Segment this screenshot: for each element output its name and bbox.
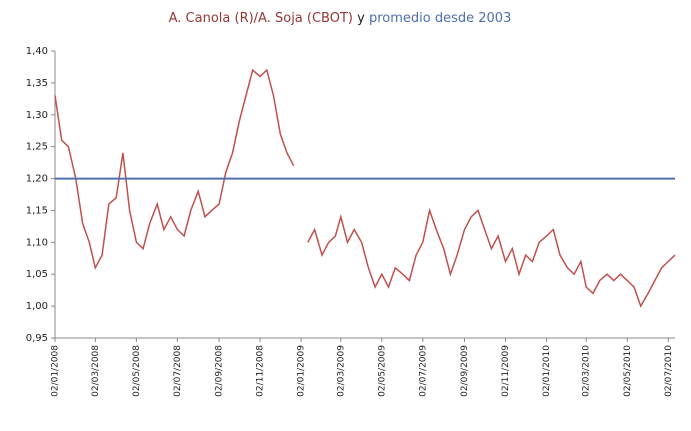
y-tick-label: 1,05	[26, 269, 48, 280]
x-tick-label: 02/03/2008	[91, 345, 101, 397]
y-tick-label: 1,10	[26, 237, 48, 248]
y-tick-label: 1,15	[26, 205, 48, 216]
x-tick-label: 02/05/2008	[132, 345, 142, 397]
title-part: A. Canola (R)/A. Soja (CBOT)	[169, 11, 353, 26]
series-line	[54, 68, 676, 308]
x-tick-label: 02/09/2009	[460, 345, 470, 397]
title-part: promedio desde 2003	[369, 11, 511, 26]
x-tick-label: 02/05/2010	[623, 345, 633, 397]
x-tick-label: 02/11/2009	[501, 345, 511, 397]
y-tick-label: 1,35	[26, 78, 48, 89]
y-tick-label: 1,30	[26, 110, 48, 121]
y-tick-label: 0,95	[26, 333, 48, 344]
x-tick-label: 02/03/2009	[336, 345, 346, 397]
y-tick-label: 1,40	[26, 46, 48, 57]
x-tick-label: 02/05/2009	[377, 345, 387, 397]
x-tick-label: 02/07/2009	[418, 345, 428, 397]
y-tick-label: 1,25	[26, 142, 48, 153]
x-tick-label: 02/01/2009	[297, 345, 307, 397]
y-tick-label: 1,20	[26, 174, 48, 185]
x-tick-label: 02/07/2010	[664, 345, 674, 397]
x-tick-label: 02/01/2010	[542, 345, 552, 397]
x-tick-label: 02/09/2008	[215, 345, 225, 397]
y-tick-label: 1,00	[26, 301, 48, 312]
x-tick-label: 02/03/2010	[582, 345, 592, 397]
chart-title: A. Canola (R)/A. Soja (CBOT) y promedio …	[169, 11, 512, 26]
x-tick-label: 02/07/2008	[173, 345, 183, 397]
title-part: y	[357, 11, 365, 26]
x-tick-label: 02/11/2008	[256, 345, 266, 397]
x-tick-label: 02/01/2008	[51, 345, 61, 397]
